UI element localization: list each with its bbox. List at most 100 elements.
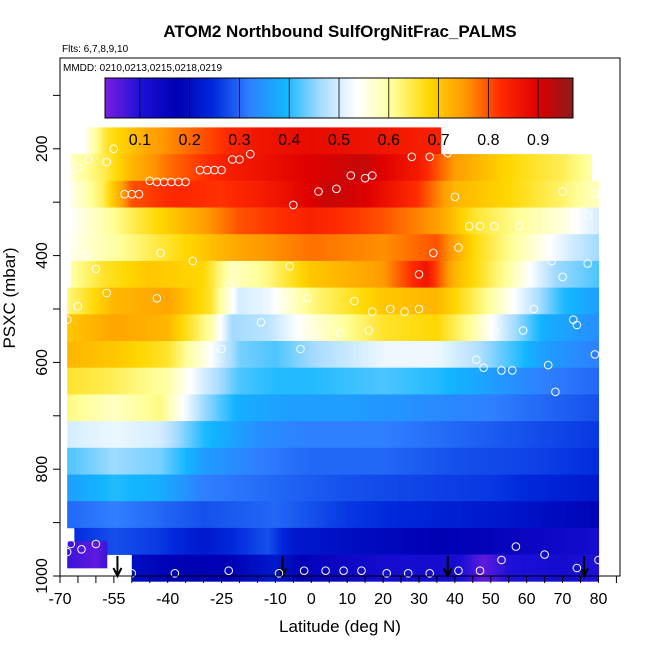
- heatmap-cell-r-16-57: [234, 554, 237, 582]
- heatmap-cell-r-0-127: [313, 127, 316, 155]
- heatmap-cell-r-10-50: [156, 394, 160, 422]
- heatmap-cell-r-7-192: [411, 314, 415, 342]
- heatmap-cell-r-11-200: [426, 421, 429, 449]
- heatmap-cell-r-4-154: [347, 234, 350, 262]
- heatmap-cell-r-16-241: [564, 554, 567, 582]
- heatmap-cell-r-12-106: [257, 447, 260, 475]
- heatmap-cell-r-10-99: [244, 394, 248, 422]
- heatmap-cell-r-1-174: [383, 154, 386, 182]
- heatmap-cell-r-4-116: [278, 234, 282, 262]
- heatmap-cell-r-7-26: [113, 314, 117, 342]
- heatmap-cell-r-5-62: [182, 260, 185, 288]
- heatmap-cell-r-9-208: [440, 367, 443, 395]
- heatmap-cell-r-3-46: [153, 207, 156, 235]
- heatmap-cell-r-4-167: [370, 234, 373, 262]
- heatmap-cell-r-4-250: [519, 234, 522, 262]
- heatmap-cell-r-3-79: [212, 207, 215, 235]
- heatmap-cell-r-6-29: [119, 287, 122, 315]
- heatmap-cell-r-11-128: [296, 421, 300, 449]
- heatmap-cell-r-3-97: [244, 207, 248, 235]
- heatmap-cell-r-10-77: [205, 394, 208, 422]
- heatmap-cell-r-0-9: [101, 127, 104, 155]
- heatmap-cell-r-13-94: [235, 474, 239, 502]
- heatmap-cell-r-2-40: [142, 180, 145, 208]
- heatmap-cell-r-8-133: [305, 341, 309, 369]
- heatmap-cell-r-5-123: [291, 260, 294, 288]
- heatmap-cell-r-4-173: [381, 234, 384, 262]
- heatmap-cell-r-15-144: [332, 527, 336, 555]
- heatmap-cell-r-11-80: [210, 421, 214, 449]
- heatmap-cell-r-14-115: [273, 501, 276, 529]
- heatmap-cell-r-7-102: [250, 314, 253, 342]
- heatmap-cell-r-2-141: [323, 180, 327, 208]
- heatmap-cell-r-9-26: [113, 367, 117, 395]
- heatmap-cell-r-10-150: [336, 394, 339, 422]
- heatmap-cell-r-9-67: [187, 367, 190, 395]
- heatmap-cell-r-7-198: [422, 314, 425, 342]
- heatmap-cell-r-14-141: [320, 501, 323, 529]
- heatmap-cell-r-14-295: [596, 501, 600, 529]
- heatmap-cell-r-10-78: [207, 394, 210, 422]
- heatmap-cell-r-11-193: [413, 421, 416, 449]
- heatmap-cell-r-13-127: [295, 474, 298, 502]
- heatmap-cell-r-16-32: [189, 554, 192, 582]
- heatmap-cell-r-4-59: [176, 234, 180, 262]
- heatmap-cell-r-4-102: [253, 234, 257, 262]
- heatmap-cell-r-1-64: [185, 154, 189, 182]
- heatmap-cell-r-0-32: [142, 127, 145, 155]
- heatmap-cell-r-14-235: [488, 501, 492, 529]
- heatmap-cell-r-16-23: [173, 554, 176, 582]
- heatmap-cell-r-15-67: [194, 527, 198, 555]
- heatmap-cell-r-6-155: [345, 287, 348, 315]
- heatmap-cell-r-4-205: [438, 234, 442, 262]
- heatmap-cell-r-8-91: [230, 341, 233, 369]
- heatmap-cell-r-9-228: [476, 367, 479, 395]
- heatmap-cell-r-5-131: [305, 260, 309, 288]
- heatmap-cell-r-2-179: [392, 180, 395, 208]
- heatmap-cell-r-14-107: [259, 501, 262, 529]
- heatmap-cell-r-7-12: [88, 314, 92, 342]
- heatmap-cell-r-15-105: [262, 527, 266, 555]
- heatmap-cell-r-13-193: [413, 474, 416, 502]
- heatmap-cell-r-9-8: [81, 367, 84, 395]
- heatmap-cell-r-8-203: [431, 341, 434, 369]
- heatmap-cell-r-6-281: [571, 287, 574, 315]
- heatmap-cell-r-0-6: [95, 127, 99, 155]
- heatmap-cell-r-6-27: [115, 287, 119, 315]
- heatmap-cell-r-1-166: [368, 154, 372, 182]
- heatmap-cell-r-2-99: [248, 180, 251, 208]
- heatmap-cell-r-12-255: [524, 447, 528, 475]
- heatmap-cell-r-10-245: [506, 394, 510, 422]
- heatmap-cell-r-15-23: [115, 527, 119, 555]
- heatmap-cell-r-5-190: [411, 260, 415, 288]
- heatmap-cell-r-16-137: [377, 554, 381, 582]
- heatmap-cell-r-11-47: [151, 421, 154, 449]
- heatmap-cell-r-6-79: [208, 287, 212, 315]
- heatmap-cell-r-8-195: [417, 341, 420, 369]
- heatmap-cell-r-12-246: [508, 447, 512, 475]
- sample-point-62: [454, 243, 463, 252]
- heatmap-cell-r-2-75: [205, 180, 208, 208]
- heatmap-cell-r-3-37: [137, 207, 140, 235]
- heatmap-cell-r-13-145: [327, 474, 330, 502]
- heatmap-cell-r-1-84: [221, 154, 224, 182]
- heatmap-cell-r-1-243: [506, 154, 510, 182]
- heatmap-cell-r-2-109: [266, 180, 269, 208]
- heatmap-cell-r-3-273: [560, 207, 564, 235]
- heatmap-cell-r-3-223: [471, 207, 474, 235]
- heatmap-cell-r-2-172: [379, 180, 382, 208]
- sample-point-23: [346, 171, 356, 180]
- heatmap-cell-r-8-115: [273, 341, 276, 369]
- heatmap-cell-r-10-34: [128, 394, 131, 422]
- heatmap-cell-r-5-99: [248, 260, 251, 288]
- heatmap-cell-r-0-37: [151, 127, 154, 155]
- heatmap-cell-r-8-8: [81, 341, 84, 369]
- heatmap-cell-r-12-90: [228, 447, 232, 475]
- heatmap-cell-r-5-201: [431, 260, 434, 288]
- heatmap-cell-r-7-184: [397, 314, 400, 342]
- heatmap-cell-r-1-288: [587, 154, 591, 182]
- heatmap-cell-r-6-74: [200, 287, 203, 315]
- heatmap-cell-r-5-118: [282, 260, 285, 288]
- heatmap-cell-r-16-65: [248, 554, 251, 582]
- heatmap-cell-r-11-120: [282, 421, 285, 449]
